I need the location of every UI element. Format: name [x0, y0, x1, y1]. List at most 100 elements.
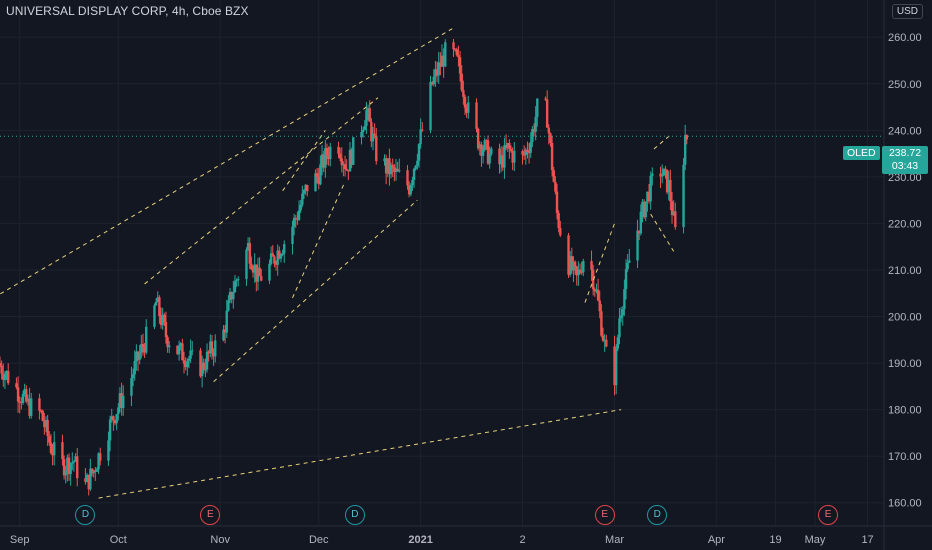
candle-body: [463, 96, 467, 108]
y-tick-label: 220.00: [888, 218, 922, 230]
dividend-event-marker[interactable]: D: [75, 505, 96, 525]
candle-body: [478, 144, 481, 149]
candle-body: [435, 69, 439, 76]
candle-body: [159, 316, 163, 326]
candle-body: [0, 363, 2, 366]
candle-body: [315, 173, 319, 177]
x-tick-label: Apr: [708, 534, 725, 546]
candle-body: [614, 348, 618, 386]
candle-body: [626, 262, 629, 270]
candle-body: [227, 300, 230, 311]
candle-body: [212, 352, 215, 357]
y-tick-label: 160.00: [888, 498, 922, 510]
candle-body: [327, 155, 330, 159]
candle-body: [429, 82, 432, 131]
candle-body: [371, 133, 375, 142]
candle-body: [536, 98, 539, 118]
x-tick-label: 2: [519, 534, 525, 546]
candle-body: [108, 419, 112, 441]
candle-body: [317, 176, 320, 185]
candle-body: [391, 165, 394, 168]
candle-body: [547, 127, 551, 134]
candle-body: [480, 144, 483, 156]
candle-body: [557, 213, 560, 229]
earnings-event-marker[interactable]: E: [594, 505, 615, 525]
candle-body: [462, 90, 465, 97]
candle-body: [143, 347, 146, 353]
x-tick-label: Dec: [309, 534, 329, 546]
candle-body: [486, 140, 490, 164]
candle-body: [67, 457, 71, 475]
candle-body: [41, 410, 44, 421]
candle-body: [163, 314, 166, 323]
candle-body: [577, 269, 580, 276]
candle-body: [641, 201, 644, 212]
candle-body: [299, 204, 302, 211]
candle-body: [107, 440, 110, 461]
candle-body: [0, 365, 3, 374]
candle-body: [522, 154, 526, 156]
candle-body: [458, 57, 462, 74]
candle-body: [683, 135, 687, 165]
candle-body: [85, 474, 89, 482]
earnings-event-marker[interactable]: E: [818, 505, 839, 525]
candle-body: [186, 360, 189, 368]
x-tick-label: 19: [769, 534, 781, 546]
candle-body: [325, 148, 329, 156]
candle-body: [324, 148, 327, 168]
candle-body: [644, 201, 647, 218]
candle-body: [434, 69, 437, 77]
candle-body: [360, 132, 363, 138]
candle-body: [292, 217, 296, 227]
candle-body: [363, 125, 366, 130]
candle-body: [87, 474, 90, 490]
candle-body: [345, 168, 348, 170]
currency-button[interactable]: USD: [891, 4, 923, 19]
candle-body: [439, 62, 442, 67]
candle-body: [38, 398, 41, 411]
bar-countdown: 03:43: [891, 160, 919, 172]
candle-body: [133, 361, 136, 375]
dividend-event-marker[interactable]: D: [344, 505, 365, 525]
candle-body: [432, 76, 435, 85]
candle-body: [30, 398, 33, 416]
candle-body: [136, 351, 140, 360]
candle-body: [572, 261, 575, 271]
candle-body: [605, 339, 608, 347]
dividend-event-marker[interactable]: D: [647, 505, 668, 525]
candle-body: [161, 314, 164, 326]
candle-body: [135, 351, 138, 362]
candle-body: [232, 292, 235, 300]
candle-body: [527, 152, 531, 154]
candle-body: [153, 305, 156, 327]
earnings-event-marker[interactable]: E: [200, 505, 221, 525]
candle-body: [593, 289, 597, 292]
candle-body: [235, 280, 238, 282]
candle-body: [204, 369, 207, 371]
candle-body: [110, 416, 113, 420]
y-tick-label: 180.00: [888, 405, 922, 417]
candle-body: [578, 269, 582, 272]
candle-body: [61, 442, 64, 460]
candle-body: [7, 371, 10, 384]
candle-body: [513, 151, 516, 163]
candle-body: [412, 168, 416, 180]
candle-body: [71, 462, 74, 464]
candle-body: [43, 420, 46, 428]
candle-body: [141, 344, 145, 348]
candle-body: [545, 99, 549, 128]
candle-body: [182, 360, 186, 364]
candle-body: [338, 153, 342, 159]
candle-body: [670, 201, 674, 216]
candle-body: [389, 165, 393, 175]
candle-body: [552, 170, 555, 182]
candle-body: [370, 121, 373, 142]
candle-body: [555, 191, 559, 214]
candle-body: [417, 144, 421, 161]
candle-body: [118, 393, 122, 408]
candle-body: [598, 300, 601, 312]
candle-body: [549, 133, 552, 143]
candle-body: [498, 148, 501, 165]
candle-body: [230, 291, 233, 300]
